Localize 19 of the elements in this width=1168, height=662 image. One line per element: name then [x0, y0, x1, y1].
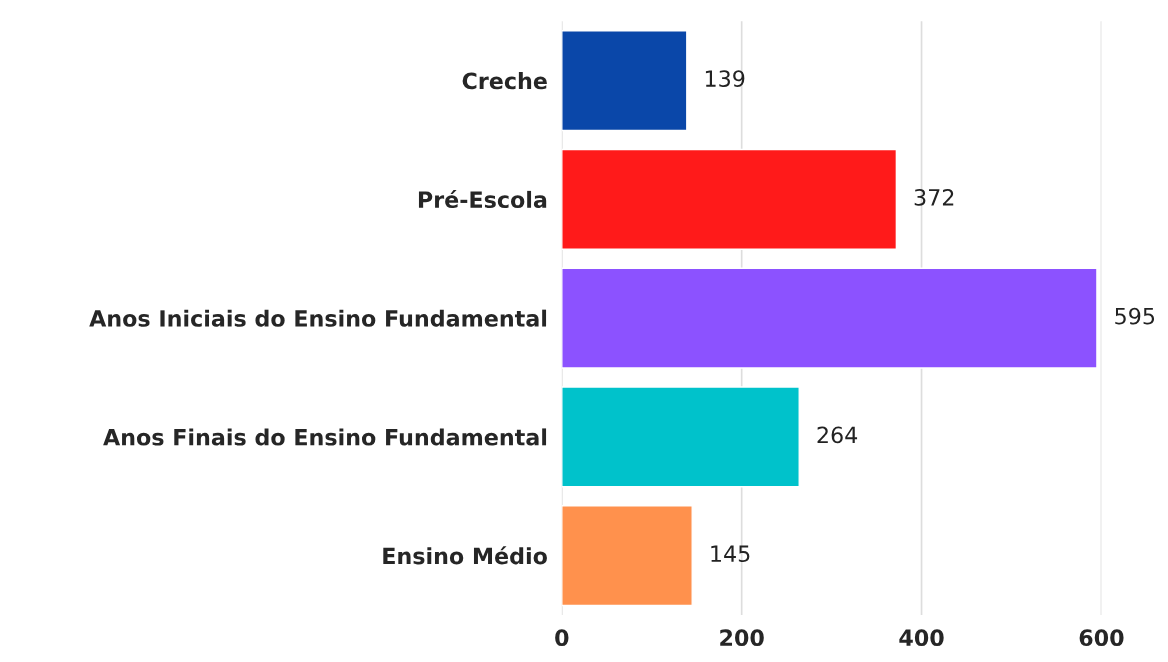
data-label: 145	[711, 545, 750, 563]
y-tick-label: Creche	[462, 72, 547, 90]
y-tick-label: Ensino Médio	[383, 546, 547, 565]
data-label: 264	[817, 426, 858, 444]
data-label: 595	[1115, 307, 1155, 325]
x-tick-label: 200	[720, 629, 764, 647]
bar	[561, 29, 688, 132]
bar	[561, 148, 898, 250]
data-label: 139	[705, 70, 745, 88]
bar	[561, 386, 800, 488]
y-tick-label: Pré-Escola	[418, 190, 547, 209]
bar	[561, 267, 1098, 369]
data-label: 372	[914, 188, 954, 206]
y-tick-label: Anos Iniciais do Ensino Fundamental	[89, 309, 547, 327]
bar	[561, 505, 693, 607]
x-tick-label: 0	[555, 629, 569, 647]
x-tick-label: 600	[1079, 629, 1124, 647]
x-tick-label: 400	[899, 629, 944, 647]
y-tick-label: Anos Finais do Ensino Fundamental	[103, 428, 547, 446]
